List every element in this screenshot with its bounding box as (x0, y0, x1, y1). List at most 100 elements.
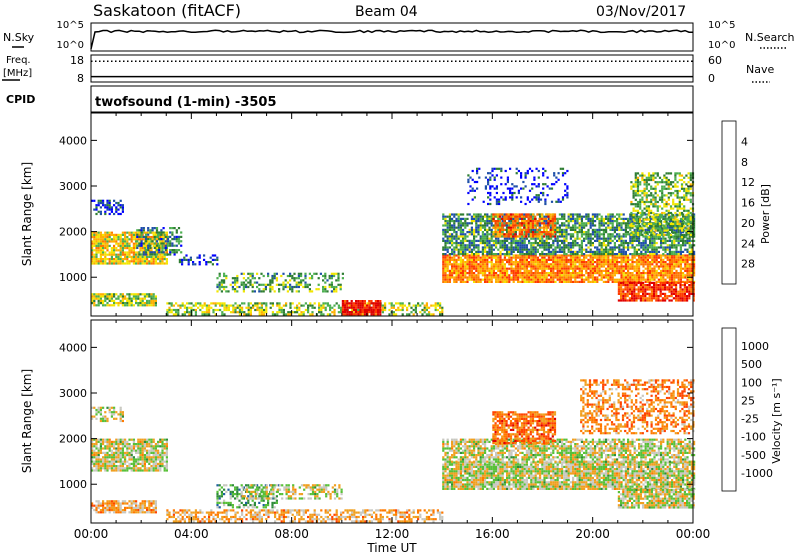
heatmap-cell (264, 285, 267, 289)
heatmap-cell (655, 284, 658, 287)
heatmap-cell (589, 272, 592, 275)
heatmap-cell (434, 308, 437, 312)
heatmap-cell (171, 244, 174, 247)
heatmap-cell (168, 308, 171, 312)
heatmap-cell (589, 258, 592, 261)
heatmap-cell (297, 272, 300, 275)
heatmap-cell (146, 299, 149, 302)
heatmap-cell (124, 244, 127, 247)
heatmap-cell (130, 231, 133, 234)
heatmap-cell (293, 277, 296, 280)
heatmap-cell (95, 255, 98, 258)
heatmap-cell (97, 238, 100, 241)
heatmap-cell (322, 290, 325, 293)
heatmap-cell (136, 240, 139, 243)
heatmap-cell (554, 258, 557, 261)
heatmap-cell (530, 237, 533, 240)
heatmap-cell (137, 262, 140, 265)
heatmap-cell (307, 311, 310, 314)
heatmap-cell (448, 226, 451, 229)
heatmap-cell (457, 235, 460, 238)
heatmap-cell (490, 274, 493, 277)
heatmap-cell (633, 299, 636, 302)
heatmap-cell (536, 280, 539, 283)
heatmap-cell (510, 276, 513, 279)
heatmap-cell (572, 276, 575, 279)
heatmap-cell (512, 213, 515, 216)
heatmap-cell (609, 239, 612, 242)
heatmap-cell (677, 263, 680, 266)
heatmap-cell (249, 279, 252, 282)
heatmap-cell (620, 254, 623, 257)
heatmap-cell (505, 235, 508, 238)
heatmap-cell (446, 280, 449, 283)
heatmap-cell (346, 302, 349, 305)
heatmap-cell (143, 297, 146, 300)
heatmap-cell (464, 248, 467, 251)
heatmap-cell (263, 313, 266, 316)
heatmap-cell (492, 272, 495, 275)
heatmap-cell (490, 244, 493, 247)
heatmap-cell (464, 235, 467, 238)
heatmap-cell (227, 306, 230, 309)
heatmap-cell (507, 215, 510, 218)
heatmap-cell (143, 231, 146, 234)
heatmap-cell (135, 253, 138, 256)
scan-info-label: twofsound (1-min) -3505 (95, 95, 277, 110)
heatmap-cell (490, 248, 493, 251)
heatmap-cell (189, 258, 192, 261)
heatmap-cell (124, 247, 127, 250)
heatmap-cell (693, 269, 696, 272)
heatmap-cell (613, 265, 616, 268)
heatmap-cell (468, 239, 471, 242)
heatmap-cell (99, 251, 102, 254)
heatmap-cell (553, 213, 557, 216)
heatmap-cell (124, 242, 127, 245)
heatmap-cell (551, 220, 554, 223)
heatmap-cell (121, 244, 124, 247)
heatmap-cell (598, 254, 601, 257)
heatmap-cell (106, 208, 109, 211)
heatmap-cell (93, 262, 96, 265)
heatmap-cell (660, 258, 663, 261)
heatmap-cell (468, 248, 471, 251)
power-heatmap-cells (91, 167, 696, 316)
heatmap-cell (374, 308, 377, 311)
heatmap-cell (622, 242, 625, 245)
heatmap-cell (514, 265, 517, 268)
heatmap-cell (464, 261, 467, 264)
heatmap-cell (448, 278, 451, 281)
heatmap-cell (175, 251, 178, 254)
heatmap-cell (530, 267, 533, 270)
heatmap-cell (576, 222, 579, 225)
heatmap-cell (646, 256, 649, 259)
heatmap-cell (514, 276, 517, 279)
heatmap-cell (567, 213, 570, 216)
heatmap-cell (671, 254, 674, 257)
heatmap-cell (600, 274, 603, 277)
heatmap-cell (446, 261, 449, 264)
heatmap-cell (638, 263, 641, 266)
heatmap-cell (470, 233, 473, 236)
heatmap-cell (503, 222, 506, 225)
heatmap-cell (91, 262, 94, 265)
heatmap-cell (158, 244, 161, 247)
heatmap-cell (464, 269, 467, 272)
heatmap-cell (361, 302, 364, 305)
heatmap-cell (598, 261, 601, 264)
heatmap-cell (587, 228, 590, 231)
heatmap-cell (583, 258, 586, 261)
heatmap-cell (686, 237, 689, 240)
heatmap-cell (572, 220, 575, 223)
heatmap-cell (201, 306, 204, 309)
heatmap-cell (271, 274, 274, 278)
heatmap-cell (368, 300, 371, 303)
heatmap-cell (514, 224, 517, 227)
heatmap-cell (609, 258, 612, 261)
heatmap-cell (587, 258, 590, 261)
heatmap-cell (328, 285, 331, 289)
heatmap-cell (618, 226, 621, 229)
heatmap-cell (637, 288, 640, 291)
heatmap-cell (541, 256, 544, 259)
heatmap-cell (430, 304, 433, 307)
